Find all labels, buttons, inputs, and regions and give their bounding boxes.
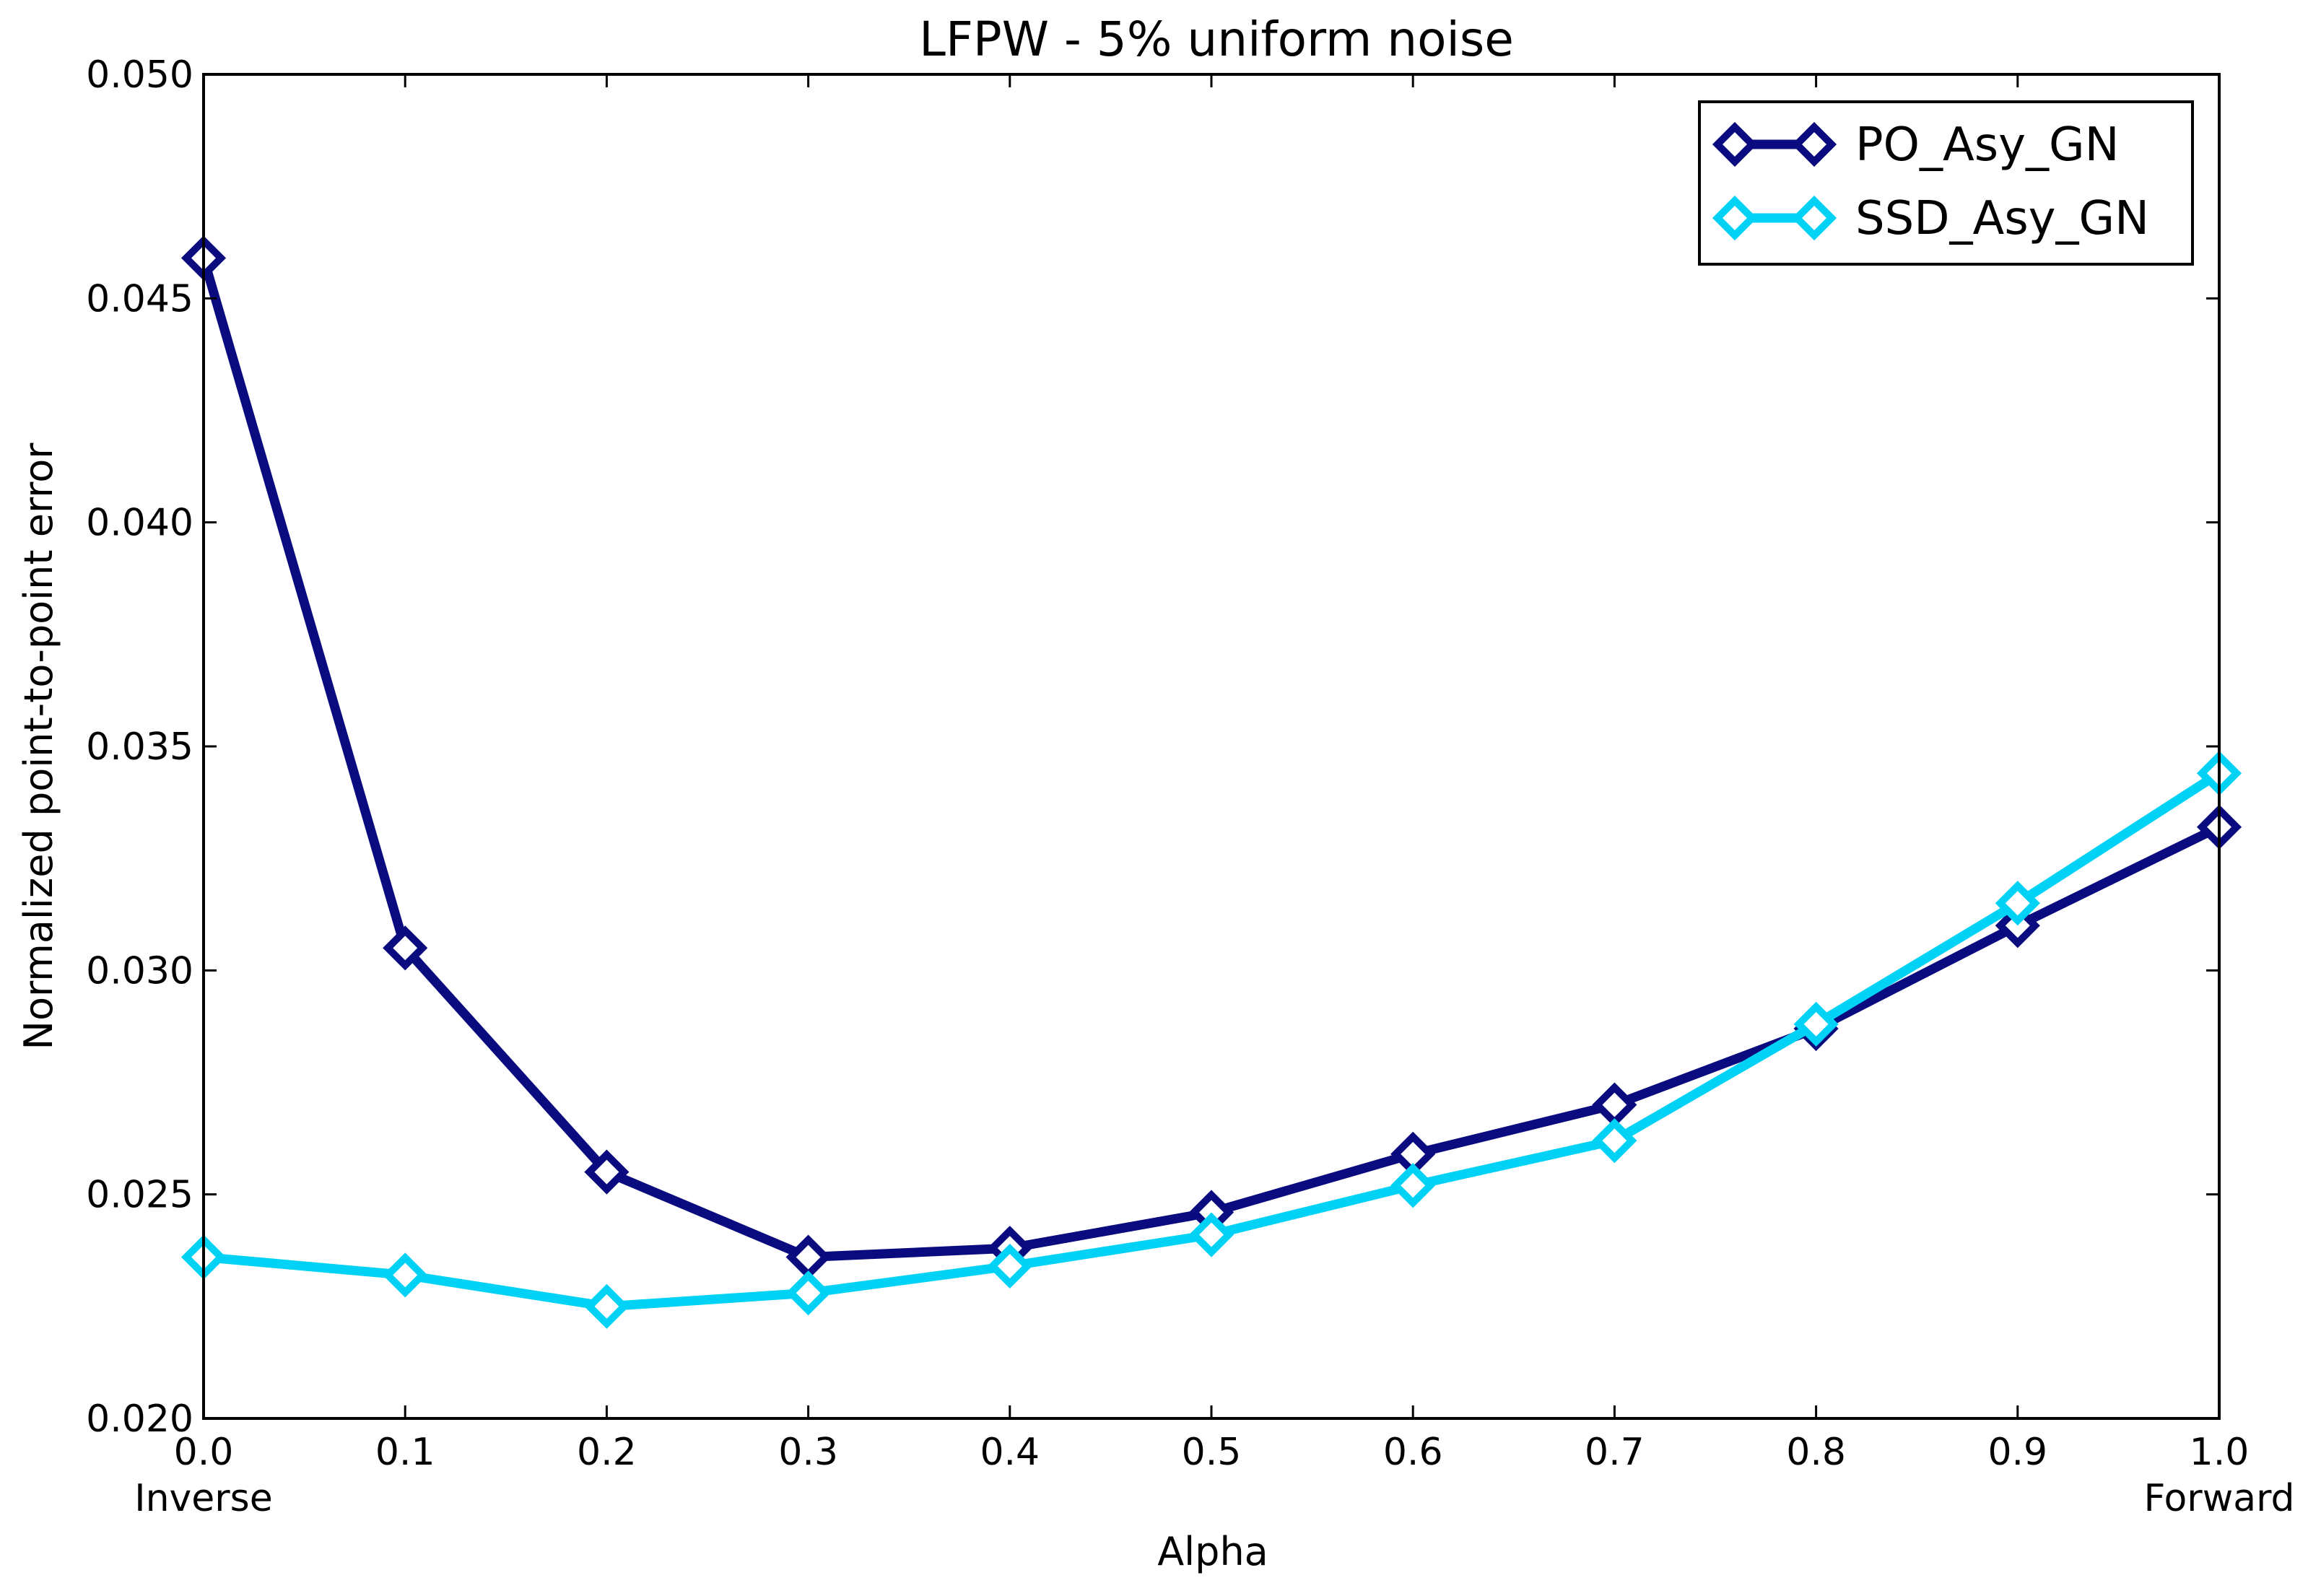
series-layer (180, 235, 2242, 1329)
x-tick-sublabel-right: Forward (2143, 1477, 2294, 1520)
legend-label: PO_Asy_GN (1855, 118, 2119, 172)
data-point (987, 1243, 1032, 1289)
x-tick-label: 0.0 (174, 1431, 234, 1474)
x-tick-label: 0.4 (980, 1431, 1040, 1474)
data-point (383, 925, 428, 971)
x-tick-label: 0.2 (577, 1431, 637, 1474)
y-tick-label: 0.025 (86, 1174, 193, 1217)
x-tick-label: 0.7 (1585, 1431, 1645, 1474)
legend-entry: PO_Asy_GN (1712, 118, 2119, 172)
legend-entry: SSD_Asy_GN (1712, 192, 2149, 245)
data-point (785, 1270, 831, 1316)
data-point (383, 1252, 428, 1298)
y-tick-label: 0.035 (86, 725, 193, 769)
y-tick-label: 0.050 (86, 53, 193, 97)
x-tick-label: 0.8 (1786, 1431, 1846, 1474)
data-point (1995, 881, 2040, 926)
x-tick-label: 0.6 (1383, 1431, 1443, 1474)
axes-layer: 0.0 0.1 0.2 0.3 0.4 0.5 0.6 0.7 0.8 0.9 1.0 Inverse… (86, 53, 2294, 1520)
y-tick-label: 0.030 (86, 949, 193, 993)
x-tick-label: 1.0 (2190, 1431, 2250, 1474)
data-point (1793, 1001, 1839, 1047)
legend: PO_Asy_GN SSD_Asy_GN (1698, 100, 2194, 266)
x-axis-label: Alpha (1157, 1529, 1268, 1574)
y-axis-label: Normalized point-to-point error (16, 442, 61, 1050)
legend-marker (1712, 195, 1758, 241)
legend-label: SSD_Asy_GN (1855, 192, 2149, 245)
x-tick-label: 0.9 (1987, 1431, 2047, 1474)
data-point (1592, 1118, 1637, 1164)
data-point (584, 1149, 630, 1195)
data-point (1188, 1212, 1234, 1257)
x-tick-label: 0.5 (1182, 1431, 1242, 1474)
data-point (584, 1283, 630, 1329)
legend-box (1698, 100, 2194, 266)
x-tick-sublabel-left: Inverse (134, 1477, 273, 1520)
y-tick-label: 0.045 (86, 277, 193, 320)
legend-items: PO_Asy_GN SSD_Asy_GN (1712, 118, 2149, 245)
legend-marker (1712, 121, 1758, 167)
data-point (1390, 1163, 1436, 1208)
legend-marker (1791, 195, 1837, 241)
x-tick-label: 0.1 (375, 1431, 435, 1474)
y-tick-label: 0.020 (86, 1397, 193, 1441)
x-tick-label: 0.3 (778, 1431, 838, 1474)
chart-title: LFPW - 5% uniform noise (919, 12, 1514, 67)
y-tick-label: 0.040 (86, 502, 193, 545)
legend-marker (1791, 121, 1837, 167)
